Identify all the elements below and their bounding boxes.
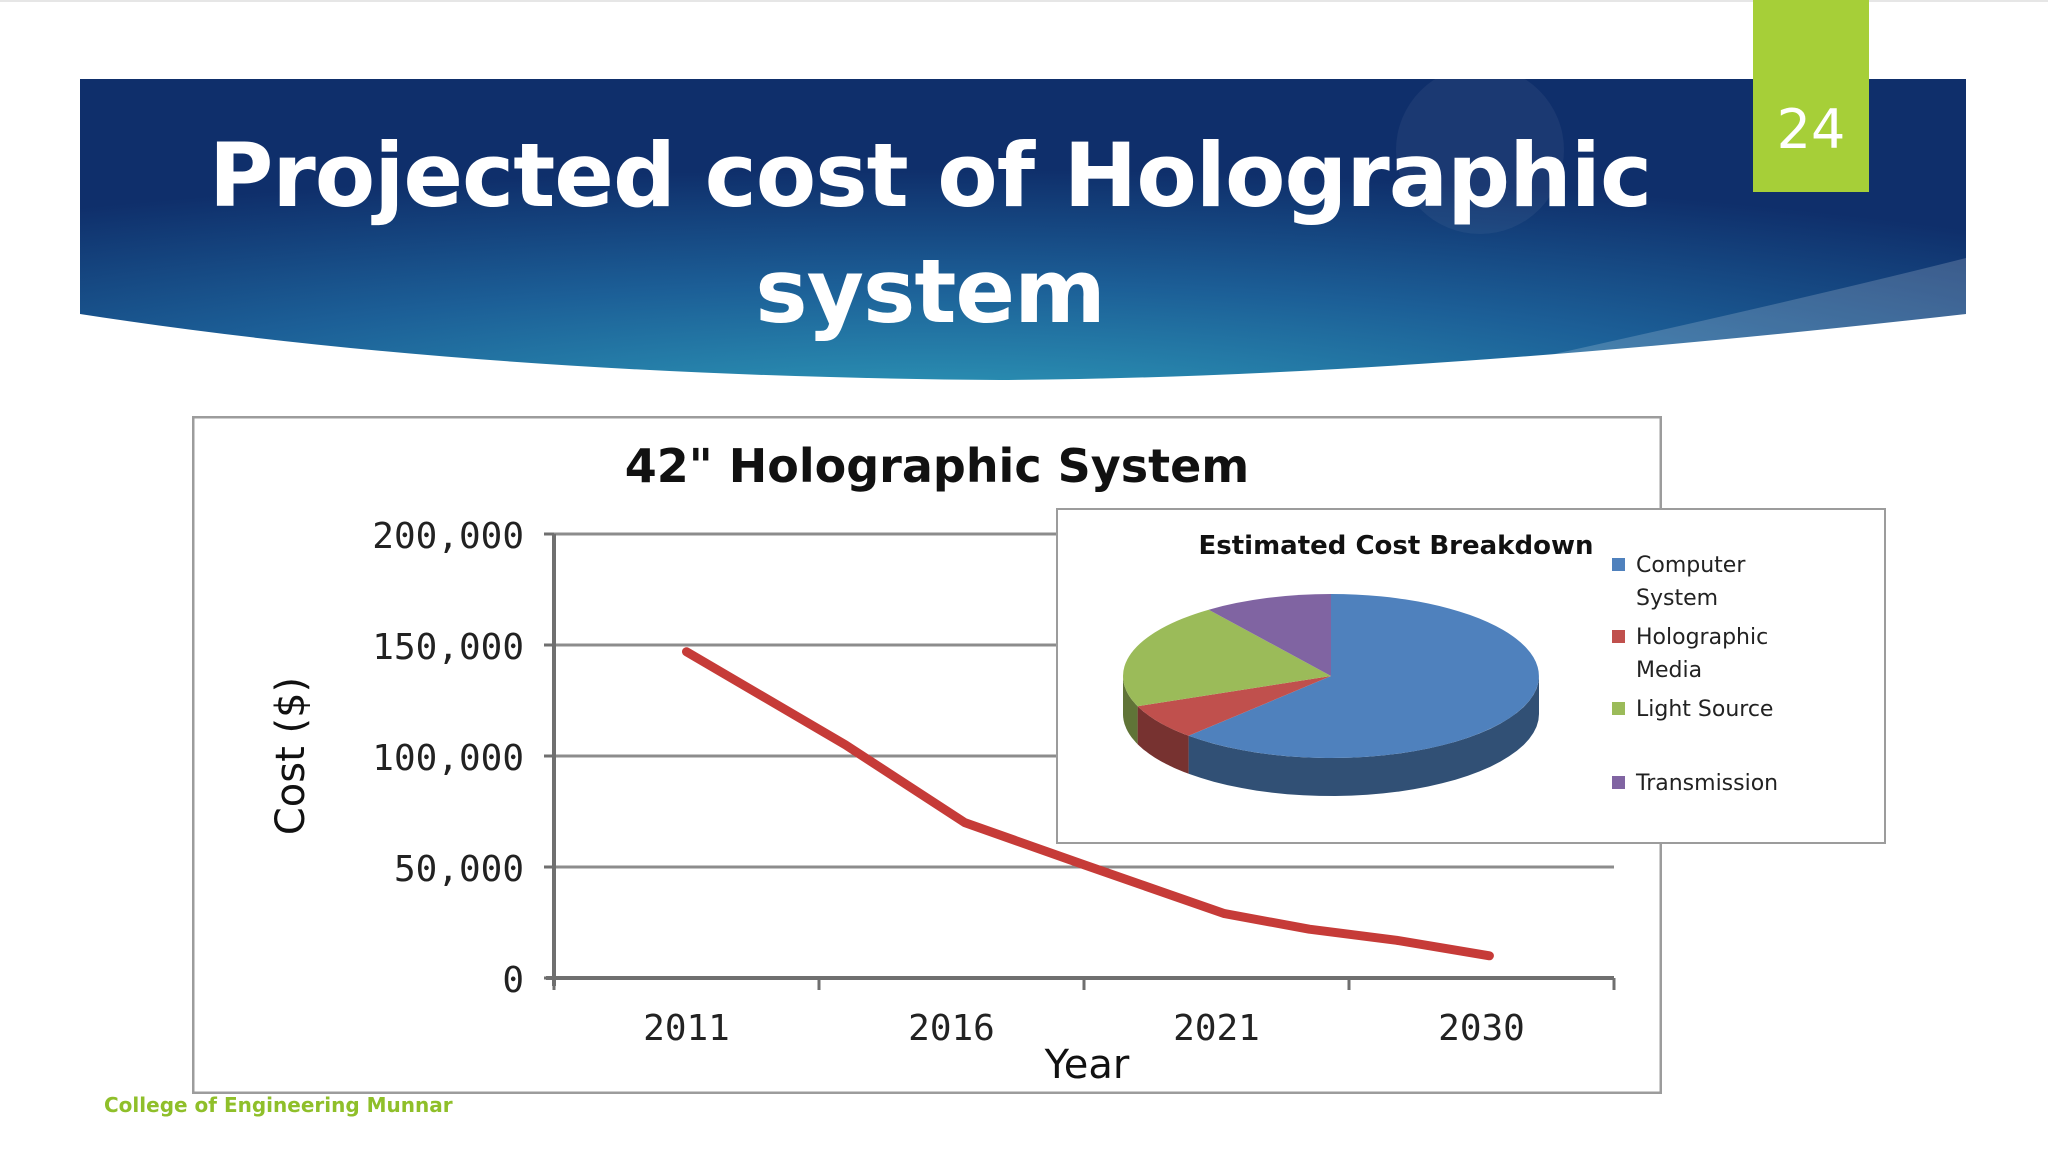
pie-slice-side xyxy=(1123,676,1138,745)
legend-label: Media xyxy=(1636,658,1702,683)
cost-series-line xyxy=(682,647,1494,961)
legend-label: System xyxy=(1636,586,1718,611)
legend-swatch xyxy=(1612,776,1625,789)
x-axis-label: Year xyxy=(1044,1042,1130,1088)
pie-slice xyxy=(1208,594,1331,676)
y-tick-label: 100,000 xyxy=(372,738,524,779)
cost-breakdown-pie-chart: Estimated Cost Breakdown Computer System H… xyxy=(1056,508,1886,844)
pie-chart-title: Estimated Cost Breakdown xyxy=(1199,531,1594,561)
y-tick-label: 150,000 xyxy=(372,627,524,668)
pie-slice xyxy=(1123,609,1331,707)
y-tick-label: 200,000 xyxy=(372,516,524,557)
legend-swatch xyxy=(1612,558,1625,571)
legend-swatch xyxy=(1612,702,1625,715)
x-tick-label: 2021 xyxy=(1173,1008,1260,1049)
pie-slice xyxy=(1188,594,1539,758)
slide-title: Projected cost of Holographic system xyxy=(208,124,1652,343)
pie-slice-side xyxy=(1137,706,1189,774)
title-banner xyxy=(80,66,1966,380)
legend-label: Computer xyxy=(1636,553,1746,578)
legend-label: Transmission xyxy=(1635,771,1778,796)
page-number: 24 xyxy=(1776,98,1846,161)
legend-label: Light Source xyxy=(1636,697,1773,722)
pie-slice-side xyxy=(1188,676,1539,796)
footer-college-name: College of Engineering Munnar xyxy=(104,1093,453,1117)
x-tick-label: 2016 xyxy=(908,1008,995,1049)
legend-swatch xyxy=(1612,630,1625,643)
x-tick-label: 2030 xyxy=(1438,1008,1525,1049)
legend-label: Holographic xyxy=(1636,625,1768,650)
y-tick-label: 50,000 xyxy=(394,849,524,890)
line-chart-title: 42" Holographic System xyxy=(625,439,1249,493)
page-number-tab xyxy=(1753,0,1869,192)
top-divider xyxy=(0,0,2048,2)
y-tick-label: 0 xyxy=(502,960,524,1001)
pie-slice xyxy=(1137,676,1331,736)
y-axis-label: Cost ($) xyxy=(268,677,314,835)
x-tick-label: 2011 xyxy=(643,1008,730,1049)
